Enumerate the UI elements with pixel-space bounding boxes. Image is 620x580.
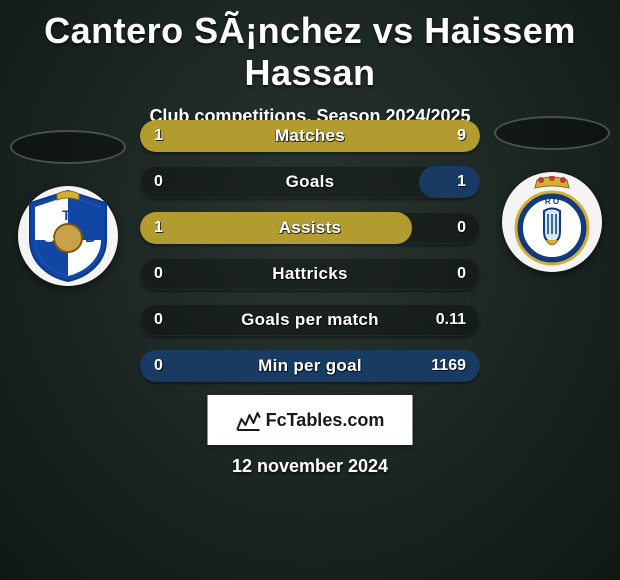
stat-label: Hattricks [140,258,480,290]
watermark: FcTables.com [208,395,413,445]
svg-text:R O: R O [545,197,559,206]
svg-text:D: D [85,229,97,246]
svg-text:T: T [62,207,71,223]
stat-label: Goals per match [140,304,480,336]
stat-row: 00Hattricks [140,258,480,290]
shield-icon: C D T [27,190,109,282]
stat-label: Min per goal [140,350,480,382]
comparison-bars: 19Matches 01Goals 10Assists 00Hattricks 00.1… [140,120,480,396]
club-crest-left: C D T [18,186,118,286]
shield-icon: R O [513,176,591,268]
watermark-text: FcTables.com [266,410,385,431]
stat-row: 01169Min per goal [140,350,480,382]
svg-text:C: C [43,229,55,246]
stat-row: 00.11Goals per match [140,304,480,336]
fctables-logo-icon [236,407,262,433]
page-title: Cantero SÃ¡nchez vs Haissem Hassan [0,0,620,94]
stat-row: 19Matches [140,120,480,152]
stat-label: Goals [140,166,480,198]
crest-shadow-ellipse [494,116,610,150]
crest-shadow-ellipse [10,130,126,164]
stat-row: 01Goals [140,166,480,198]
stat-label: Matches [140,120,480,152]
stat-label: Assists [140,212,480,244]
stat-row: 10Assists [140,212,480,244]
date-label: 12 november 2024 [0,456,620,477]
club-crest-right: R O [502,172,602,272]
